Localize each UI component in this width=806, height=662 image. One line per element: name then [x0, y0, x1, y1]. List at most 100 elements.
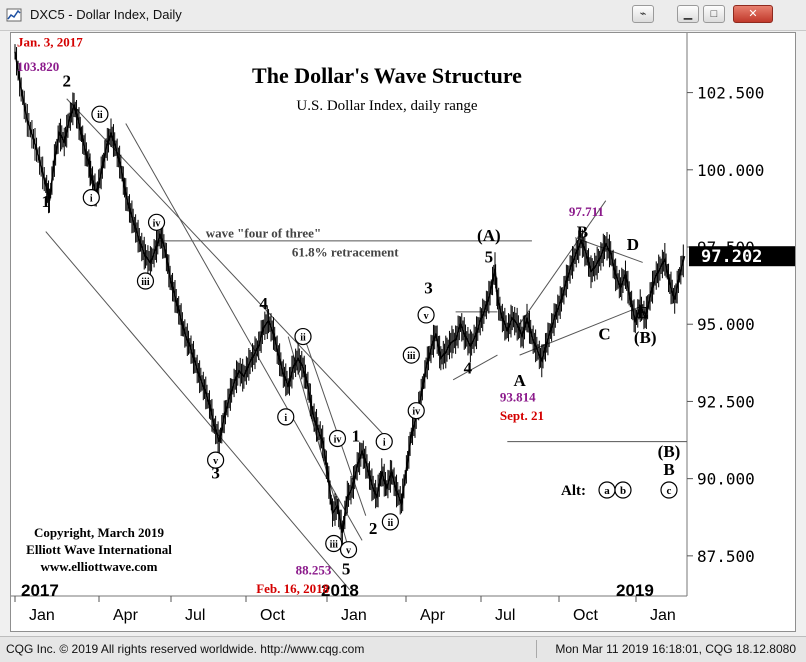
wave-label: (B) — [634, 328, 657, 347]
alt-circle — [660, 481, 678, 499]
wave-label: v — [213, 456, 218, 467]
y-tick-label: 87.500 — [697, 547, 755, 566]
wave-label: iv — [334, 434, 342, 445]
wave-label: ii — [97, 110, 103, 121]
close-button[interactable]: ✕ — [733, 5, 773, 23]
wave-label: iii — [330, 539, 339, 550]
alt-circle-label: b — [620, 485, 626, 497]
wave-label: i — [383, 438, 386, 449]
alt-circle-label: c — [667, 485, 672, 497]
wave-label: 3 — [424, 278, 433, 297]
trend-line — [452, 354, 498, 381]
wave-label: 5 — [485, 247, 494, 266]
trend-line — [125, 123, 363, 541]
x-tick-label: Apr — [420, 607, 446, 624]
dollar-wave-chart: 87.50090.00092.50095.00097.500100.000102… — [11, 33, 795, 631]
status-timestamp: Mon Mar 11 2019 16:18:01, CQG 18.12.8080 — [555, 642, 796, 656]
wave-label: A — [513, 371, 526, 390]
x-tick-label: Jan — [650, 607, 676, 624]
wave-label: iv — [153, 218, 161, 229]
x-tick-label: Jul — [185, 607, 205, 624]
wave-label: i — [284, 413, 287, 424]
price-annotation: wave "four of three" — [206, 226, 321, 241]
year-label: 2017 — [21, 581, 59, 600]
price-annotation: Feb. 16, 2018 — [256, 581, 329, 596]
trend-line — [519, 305, 643, 356]
wave-label: v — [346, 546, 351, 557]
y-tick-label: 95.000 — [697, 315, 755, 334]
wave-label: 1 — [352, 427, 361, 446]
x-tick-label: Jan — [341, 607, 367, 624]
price-annotation: Jan. 3, 2017 — [17, 34, 83, 49]
alt-circle — [614, 481, 632, 499]
copyright-line: Elliott Wave International — [26, 542, 172, 557]
tag-icon: ⌁ — [639, 8, 647, 20]
wave-label: C — [598, 325, 610, 344]
alt-circle-label: a — [604, 485, 610, 497]
wave-label: 2 — [369, 519, 378, 538]
trend-line — [302, 333, 367, 516]
status-bar: CQG Inc. © 2019 All rights reserved worl… — [0, 636, 806, 662]
app-icon — [6, 8, 22, 22]
current-value-label: 97.202 — [701, 247, 762, 267]
price-annotation: 103.820 — [17, 59, 59, 74]
chart-title: The Dollar's Wave Structure — [252, 63, 522, 88]
year-label: 2018 — [321, 581, 359, 600]
price-annotation: Sept. 21 — [500, 408, 544, 423]
y-tick-label: 92.500 — [697, 392, 755, 411]
wave-label-circle — [402, 346, 420, 364]
price-annotation: 93.814 — [500, 389, 536, 404]
plot-background — [11, 33, 795, 631]
wave-label-circle — [277, 408, 295, 426]
tag-button[interactable]: ⌁ — [632, 5, 654, 23]
close-icon: ✕ — [748, 8, 758, 20]
wave-label-circle — [407, 402, 425, 420]
wave-label-circle — [91, 105, 109, 123]
wave-label-circle — [417, 306, 435, 324]
minimize-icon: ▁ — [683, 8, 693, 20]
wave-label: 5 — [342, 559, 351, 578]
wave-label: B — [577, 223, 588, 242]
wave-label: v — [424, 311, 429, 322]
wave-label: (A) — [477, 226, 501, 245]
wave-label-circle — [82, 188, 100, 207]
chart-panel: 87.50090.00092.50095.00097.500100.000102… — [10, 32, 796, 632]
trend-line — [45, 231, 351, 591]
chart-subtitle: U.S. Dollar Index, daily range — [296, 98, 478, 114]
copyright-line: www.elliottwave.com — [41, 559, 158, 574]
x-tick-label: Oct — [573, 607, 598, 624]
wave-label: 4 — [464, 359, 473, 378]
wave-label: ii — [300, 333, 306, 344]
price-annotation: 97.711 — [569, 204, 604, 219]
wave-label: 2 — [62, 71, 71, 90]
alt-big-b: (B) — [658, 442, 681, 461]
y-tick-label: 100.000 — [697, 161, 764, 180]
x-tick-label: Apr — [113, 607, 139, 624]
wave-label-circle — [207, 451, 225, 469]
wave-label-circle — [328, 429, 347, 448]
wave-label: 4 — [259, 294, 268, 313]
year-label: 2019 — [616, 581, 654, 600]
wave-label: ii — [388, 518, 394, 529]
x-tick-label: Oct — [260, 607, 285, 624]
alt-label: Alt: — [561, 483, 586, 499]
wave-label: D — [627, 235, 639, 254]
x-tick-label: Jul — [495, 607, 515, 624]
wave-label: E — [637, 303, 648, 322]
maximize-button[interactable]: □ — [703, 5, 725, 23]
price-annotation: 61.8% retracement — [292, 244, 399, 259]
minimize-button[interactable]: ▁ — [677, 5, 699, 23]
y-tick-label: 90.000 — [697, 470, 755, 489]
wave-label: i — [90, 194, 93, 205]
wave-label: iii — [407, 351, 416, 362]
wave-label-circle — [381, 513, 399, 531]
wave-label-circle — [325, 534, 343, 553]
copyright-line: Copyright, March 2019 — [34, 525, 165, 540]
wave-label: iii — [141, 277, 150, 288]
status-copyright: CQG Inc. © 2019 All rights reserved worl… — [6, 642, 365, 656]
trend-line — [519, 200, 607, 325]
current-value-box — [689, 246, 795, 267]
wave-label: 3 — [211, 464, 220, 483]
price-annotation: 88.253 — [296, 562, 332, 577]
wave-label-circle — [136, 272, 155, 290]
